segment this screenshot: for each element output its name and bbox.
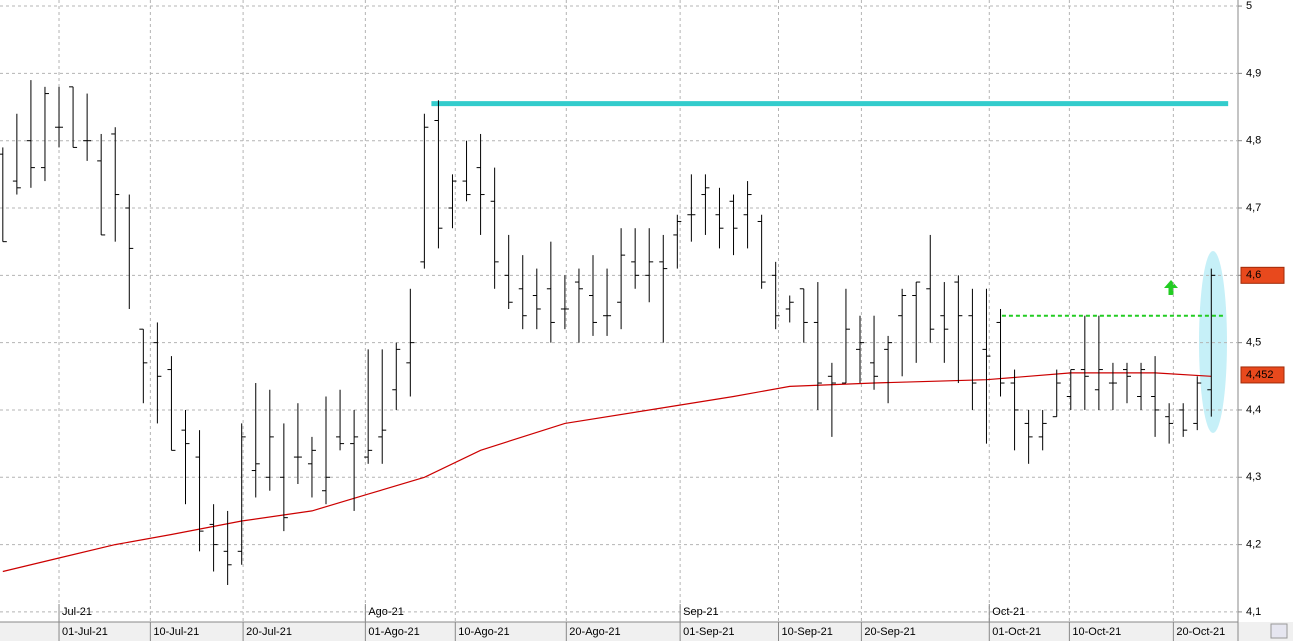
x-tick-label: 20-Jul-21 [246,626,292,638]
x-tick-label: 10-Jul-21 [153,626,199,638]
up-arrow [1164,280,1178,295]
y-tick-label: 4,4 [1246,404,1261,416]
price-marker-label: 4,6 [1246,269,1261,281]
y-tick-label: 4,9 [1246,67,1261,79]
date-bar [0,622,1293,641]
x-tick-label: 01-Jul-21 [62,626,108,638]
month-label: Oct-21 [992,606,1025,618]
month-label: Sep-21 [683,606,718,618]
x-tick-label: 20-Sep-21 [864,626,915,638]
x-tick-label: 10-Ago-21 [458,626,509,638]
price-marker-label: 4,452 [1246,369,1274,381]
grid [0,0,1238,622]
price-marker [1240,366,1285,384]
x-tick-label: 20-Ago-21 [569,626,620,638]
x-tick-label: 01-Oct-21 [992,626,1041,638]
x-tick-label: 20-Oct-21 [1176,626,1225,638]
x-tick-label: 10-Oct-21 [1072,626,1121,638]
y-tick-label: 4,1 [1246,606,1261,618]
y-tick-label: 4,2 [1246,538,1261,550]
y-tick-label: 4,5 [1246,337,1261,349]
highlight-ellipse [1199,251,1227,433]
month-label: Ago-21 [368,606,403,618]
y-tick-label: 4,8 [1246,135,1261,147]
x-tick-label: 01-Sep-21 [683,626,734,638]
moving-average [2,372,1212,573]
y-tick-label: 4,3 [1246,471,1261,483]
y-tick-label: 4,7 [1246,202,1261,214]
corner-icon [1270,623,1288,639]
price-marker [1240,266,1285,284]
x-tick-label: 10-Sep-21 [781,626,832,638]
x-tick-label: 01-Ago-21 [368,626,419,638]
month-label: Jul-21 [62,606,92,618]
y-tick-label: 5 [1246,0,1252,12]
